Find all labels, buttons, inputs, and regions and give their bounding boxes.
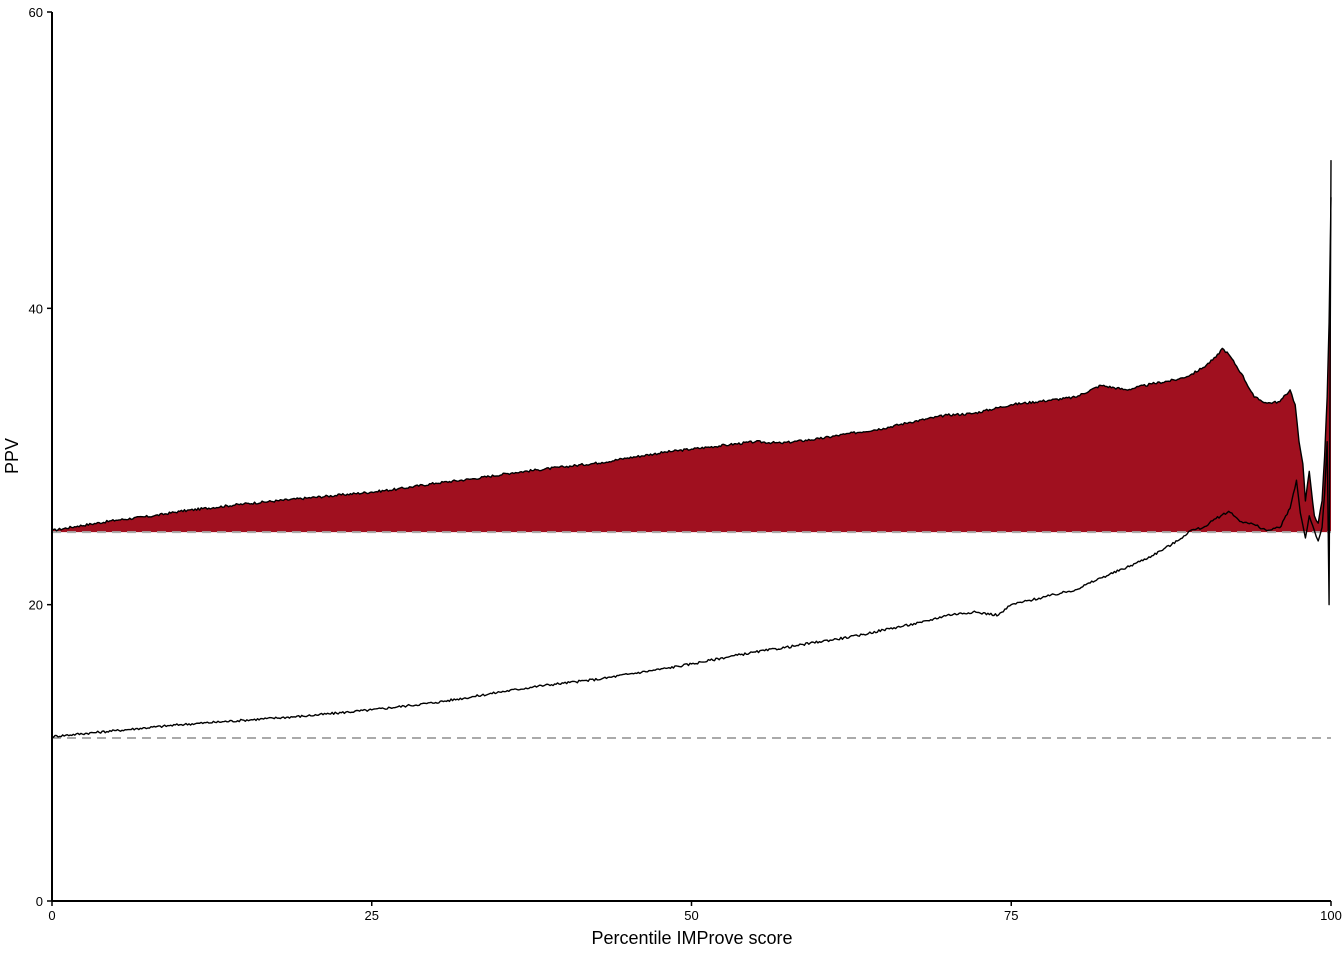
y-tick-label: 20 [29, 598, 43, 613]
x-tick-label: 75 [1004, 908, 1018, 923]
series-1-area [52, 197, 1331, 533]
x-tick-label: 0 [48, 908, 55, 923]
x-ticks: 0 25 50 75 100 [48, 901, 1342, 923]
x-tick-label: 50 [684, 908, 698, 923]
x-axis-title: Percentile IMProve score [591, 928, 792, 948]
y-tick-label: 40 [29, 301, 43, 316]
series-2-line [51, 160, 1332, 738]
y-tick-label: 0 [36, 894, 43, 909]
y-ticks: 0 20 40 60 [29, 5, 52, 909]
axes: 0 25 50 75 100 0 20 40 60 [29, 5, 1342, 923]
area-layer [52, 197, 1331, 533]
reference-lines [52, 531, 1331, 740]
series-lines [51, 160, 1332, 738]
y-tick-label: 60 [29, 5, 43, 20]
series-1-line [51, 197, 1332, 532]
x-tick-label: 100 [1320, 908, 1342, 923]
x-tick-label: 25 [365, 908, 379, 923]
y-axis-title: PPV [2, 438, 22, 474]
